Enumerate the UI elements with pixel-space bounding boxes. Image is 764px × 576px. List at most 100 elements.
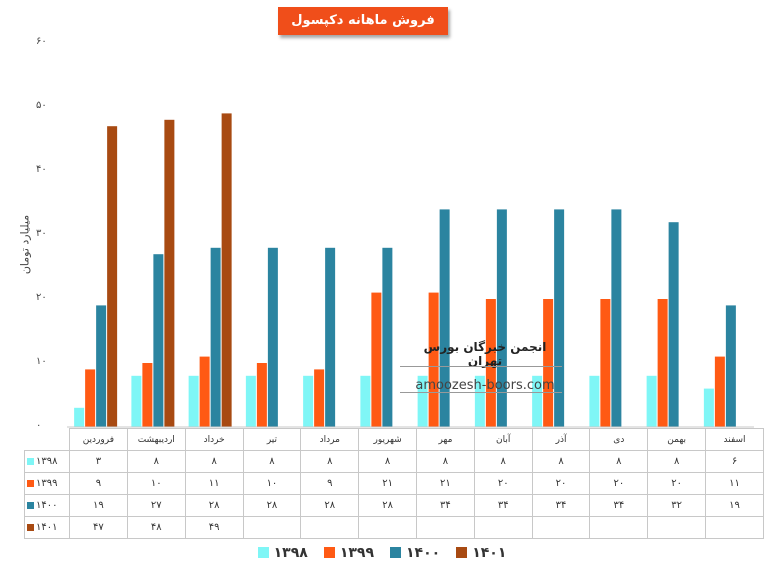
watermark-divider: [400, 392, 562, 393]
bar: [267, 247, 278, 427]
data-label: ۲۸: [358, 494, 418, 517]
series-key-swatch: [27, 523, 34, 531]
bar: [554, 209, 565, 427]
x-tick-label: دی: [589, 428, 649, 451]
watermark: انجمن خبرگان بورس تهران amoozesh-boors.c…: [405, 340, 565, 393]
bar: [714, 356, 725, 427]
legend-swatch: [323, 547, 335, 558]
x-tick-label: شهریور: [358, 428, 418, 451]
series-row-label: ۱۴۰۰: [24, 494, 70, 517]
bar: [131, 375, 142, 427]
data-label: ۸: [300, 450, 360, 473]
bar: [256, 363, 267, 427]
bar: [153, 254, 164, 427]
bar: [96, 305, 107, 427]
data-label: [705, 516, 764, 539]
table-row: ۱۳۹۸ ۳ ۸ ۸ ۸ ۸ ۸ ۸ ۸ ۸ ۸ ۸ ۶: [24, 450, 764, 473]
bar: [543, 299, 554, 427]
bar: [314, 369, 325, 427]
bar: [703, 388, 714, 427]
data-label: ۴۸: [126, 516, 186, 539]
bar: [496, 209, 507, 427]
bar: [725, 305, 736, 427]
bar: [428, 292, 439, 427]
legend-label: ۱۴۰۱: [472, 545, 507, 561]
bar: [107, 126, 118, 427]
data-label: ۱۹: [705, 494, 764, 517]
data-label: ۲۱: [358, 472, 418, 495]
bar: [245, 375, 256, 427]
legend-swatch: [257, 547, 269, 558]
x-tick-label: آذر: [531, 428, 591, 451]
bar: [417, 375, 428, 427]
legend-label: ۱۴۰۰: [406, 545, 441, 561]
data-label: ۲۰: [589, 472, 649, 495]
data-label: ۸: [126, 450, 186, 473]
series-row-label: ۱۳۹۹: [24, 472, 70, 495]
x-tick-label: آبان: [473, 428, 533, 451]
data-label: ۸: [416, 450, 475, 473]
data-label: ۴۹: [184, 516, 244, 539]
series-key-swatch: [27, 479, 34, 487]
data-label: ۳: [68, 450, 128, 473]
y-tick-label: ۵۰: [36, 100, 47, 111]
x-tick-label: مرداد: [300, 428, 360, 451]
y-tick-label: ۶۰: [36, 36, 47, 47]
data-table: فروردین اردیبهشت خرداد تیر مرداد شهریور مهر آبا…: [24, 428, 764, 539]
bar: [360, 375, 371, 427]
bar: [589, 375, 600, 427]
legend-label: ۱۳۹۹: [339, 545, 374, 561]
legend-item: ۱۴۰۱: [456, 545, 506, 561]
bar: [611, 209, 622, 427]
table-row: ۱۴۰۰ ۱۹ ۲۷ ۲۸ ۲۸ ۲۸ ۲۸ ۳۴ ۳۴ ۳۴ ۳۴ ۳۲ ۱۹: [24, 494, 764, 517]
y-tick-label: ۰: [36, 420, 42, 431]
y-tick-label: ۴۰: [36, 164, 47, 175]
watermark-title: انجمن خبرگان بورس تهران: [423, 340, 547, 368]
data-label: ۳۴: [473, 494, 533, 517]
data-label: ۳۴: [416, 494, 475, 517]
x-tick-label: بهمن: [647, 428, 707, 451]
bar: [325, 247, 336, 427]
bar: [668, 222, 679, 427]
data-label: ۲۸: [300, 494, 360, 517]
bar: [199, 356, 210, 427]
data-label: [358, 516, 418, 539]
x-tick-label: تیر: [242, 428, 302, 451]
data-label: ۲۷: [126, 494, 186, 517]
data-label: ۹: [300, 472, 360, 495]
bar: [600, 299, 611, 427]
x-tick-label: اردیبهشت: [126, 428, 186, 451]
data-label: ۲۰: [531, 472, 591, 495]
table-corner: [25, 429, 70, 451]
data-label: [473, 516, 533, 539]
bar: [221, 113, 232, 428]
data-label: [589, 516, 649, 539]
y-tick-label: ۱۰: [36, 356, 47, 367]
data-label: ۱۱: [184, 472, 244, 495]
data-label: ۱۱: [705, 472, 764, 495]
data-label: ۹: [68, 472, 128, 495]
bar: [85, 369, 96, 427]
data-label: ۸: [184, 450, 244, 473]
data-label: ۲۸: [242, 494, 302, 517]
bar: [188, 375, 199, 427]
chart-title: فروش ماهانه دکپسول: [278, 7, 448, 35]
bar-chart-plot: [67, 113, 754, 428]
bar: [74, 407, 85, 427]
data-label: [531, 516, 591, 539]
series-key-swatch: [27, 457, 34, 465]
legend-label: ۱۳۹۸: [273, 545, 308, 561]
bar: [485, 299, 496, 427]
bar: [646, 375, 657, 427]
bar: [210, 247, 221, 427]
bar: [657, 299, 668, 427]
y-tick-label: ۲۰: [36, 292, 47, 303]
table-row: ۱۳۹۹ ۹ ۱۰ ۱۱ ۱۰ ۹ ۲۱ ۲۱ ۲۰ ۲۰ ۲۰ ۲۰ ۱۱: [24, 472, 764, 495]
series-row-label: ۱۳۹۸: [24, 450, 70, 473]
series-key-swatch: [27, 501, 34, 509]
data-label: ۲۸: [184, 494, 244, 517]
series-row-label: ۱۴۰۱: [24, 516, 70, 539]
x-tick-label: خرداد: [184, 428, 244, 451]
data-label: [647, 516, 707, 539]
legend: ۱۳۹۸ ۱۳۹۹ ۱۴۰۰ ۱۴۰۱: [0, 545, 764, 561]
